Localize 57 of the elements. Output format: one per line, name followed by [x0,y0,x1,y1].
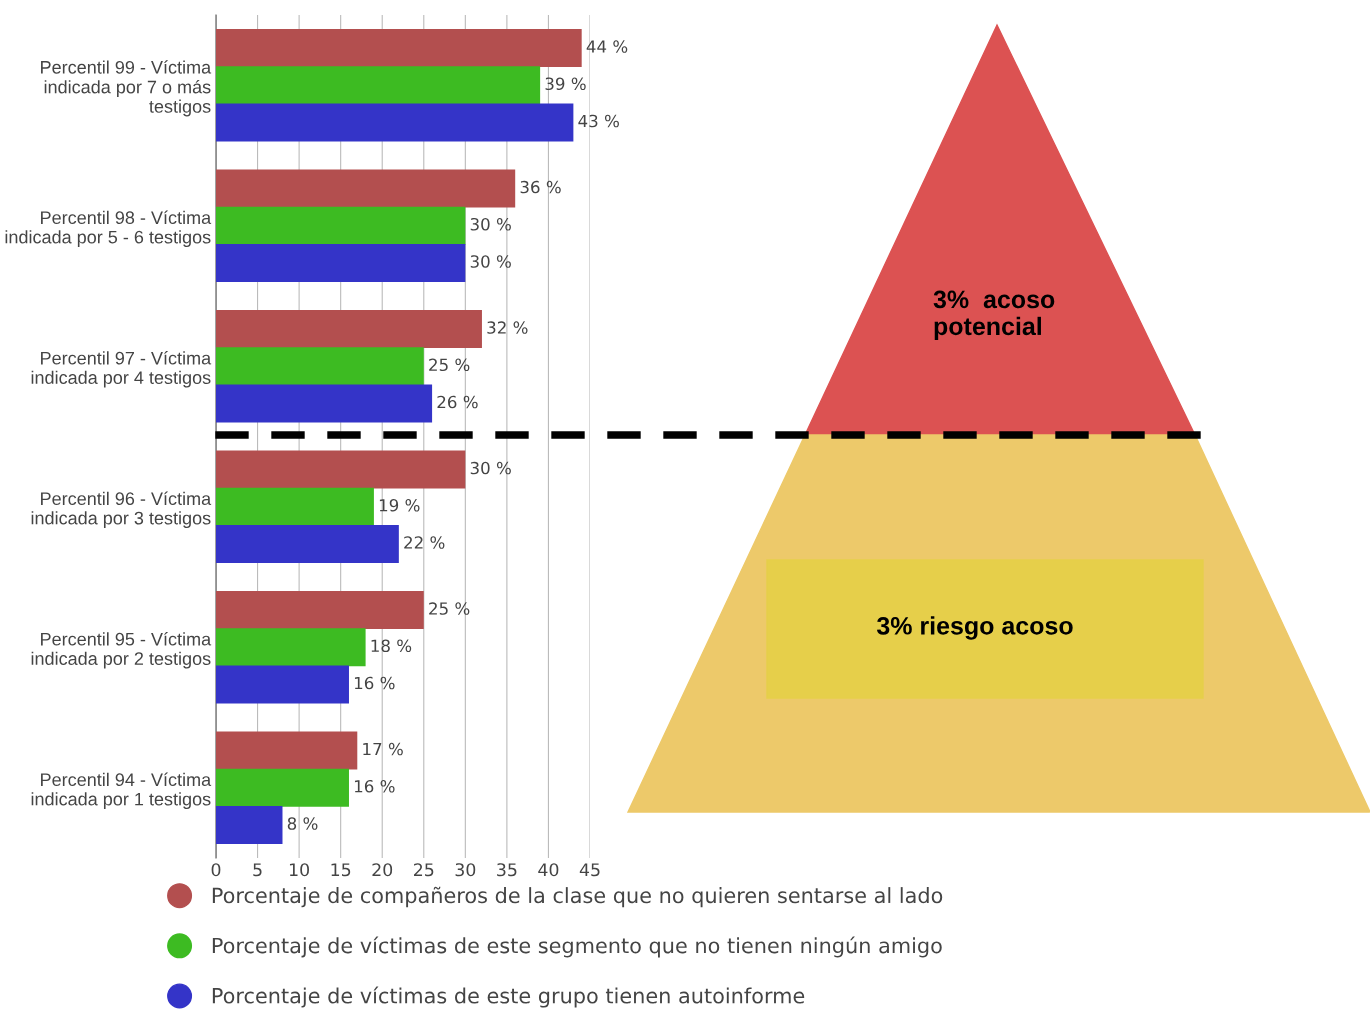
data-label: 43 % [578,114,619,128]
bar [216,206,466,245]
x-tick-label: 40 [538,863,559,877]
data-label: 25 % [429,358,470,372]
bar [216,169,516,208]
bar [216,487,374,526]
data-label: 36 % [520,180,561,194]
bar [216,806,283,844]
bar [216,66,541,105]
x-tick-label: 35 [497,863,517,877]
data-label: 25 % [429,602,470,615]
y-tick-label: Percentil 97 - Víctima indicada por 4 testigos [31,351,212,388]
data-label: 32 % [487,321,528,334]
bar [216,731,358,770]
x-tick-label: 20 [372,863,393,877]
data-label: 26 % [437,395,478,409]
text: 3% acoso potencial [933,290,1055,341]
bar [216,29,582,67]
bar [216,591,424,629]
bar [216,244,466,282]
bar [216,450,466,489]
x-tick-label: 15 [331,863,351,877]
data-label: 30 % [470,217,511,231]
bar [216,347,424,386]
data-label: 39 % [545,77,586,91]
data-label: 44 % [586,40,628,53]
data-label: 30 % [470,461,511,475]
x-tick-label: 25 [414,863,434,877]
bar [216,103,574,142]
text: 3% riesgo acoso [876,616,1073,640]
bar [216,525,399,563]
y-tick-label: Percentil 94 - Víctima indicada por 1 testigos [31,772,212,810]
data-label: 22 % [404,536,445,549]
data-label: 17 % [363,742,403,756]
legend-label: Porcentaje de víctimas de este grupo tienen autoinforme [212,986,805,1008]
bar [216,665,349,704]
data-label: 16 % [354,779,395,793]
y-tick-label: Percentil 98 - Víctima indicada por 5 - 6 testigos [5,210,212,248]
legend-label: Porcentaje de compañeros de la clase que no quieren sentarse al lado [212,886,943,908]
y-tick-label: Percentil 99 - Víctima indicada por 7 o más testigos [41,60,212,117]
bar [216,310,482,348]
bar [216,628,366,667]
data-label: 30 % [470,255,511,268]
bar [216,384,433,423]
x-tick-label: 5 [253,863,262,877]
x-tick-label: 30 [455,863,476,877]
x-tick-label: 10 [289,863,309,877]
data-label: 16 % [354,676,395,690]
x-tick-label: 0 [211,863,221,877]
data-label: 8 % [287,817,318,830]
legend-label: Porcentaje de víctimas de este segmento que no tienen ningún amigo [212,936,942,958]
x-tick-label: 45 [579,863,600,877]
bar [216,768,349,807]
y-tick-label: Percentil 96 - Víctima indicada por 3 testigos [31,491,212,529]
y-tick-label: Percentil 95 - Víctima indicada por 2 testigos [31,632,212,669]
data-label: 18 % [371,639,412,653]
data-label: 19 % [379,498,420,512]
